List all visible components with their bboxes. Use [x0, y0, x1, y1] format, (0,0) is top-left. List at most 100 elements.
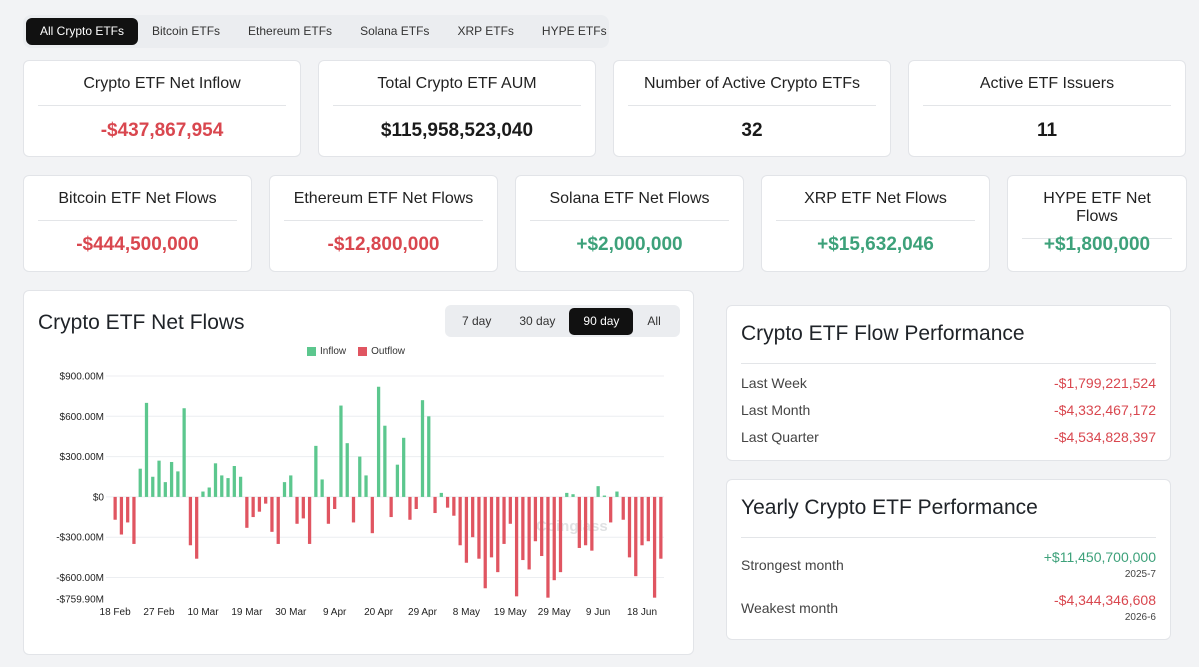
strongest-month-label: Strongest month — [741, 557, 844, 573]
inflow-bar — [339, 405, 343, 497]
xrp-flows-card: XRP ETF Net Flows +$15,632,046 — [761, 175, 990, 272]
legend-outflow[interactable]: Outflow — [358, 346, 405, 357]
outflow-bar — [552, 496, 556, 581]
x-tick-label: 10 Mar — [187, 607, 219, 618]
last-week-label: Last Week — [741, 375, 807, 391]
x-tick-label: 29 May — [538, 607, 571, 618]
hype-flows-value: +$1,800,000 — [1043, 234, 1151, 255]
xrp-flows-value: +$15,632,046 — [817, 234, 934, 255]
weakest-month-label: Weakest month — [741, 600, 839, 616]
legend-inflow-label: Inflow — [320, 346, 347, 357]
inflow-bar — [289, 475, 293, 497]
outflow-bar — [408, 496, 412, 520]
chart-x-axis: 18 Feb 27 Feb 10 Mar 19 Mar 30 Mar 9 Apr 20 Ap… — [100, 607, 657, 618]
outflow-bar — [452, 496, 456, 516]
inflow-bar — [282, 482, 287, 497]
inflow-bar — [207, 487, 211, 497]
net-inflow-card: Crypto ETF Net Inflow -$437,867,954 — [23, 60, 301, 157]
outflow-bar — [471, 496, 475, 538]
active-etfs-card: Number of Active Crypto ETFs 32 — [613, 60, 891, 157]
outflow-bar — [577, 496, 581, 548]
hype-flows-card: HYPE ETF Net Flows +$1,800,000 — [1007, 175, 1187, 272]
outflow-bar — [132, 496, 136, 544]
inflow-bar — [383, 425, 387, 497]
outflow-bar — [251, 496, 255, 518]
legend-outflow-label: Outflow — [371, 346, 406, 357]
inflow-bar — [138, 468, 142, 497]
inflow-bar — [151, 476, 155, 497]
outflow-bar — [326, 496, 331, 524]
inflow-bar — [220, 475, 224, 497]
weakest-month-value: -$4,344,346,608 — [1054, 592, 1156, 608]
outflow-bar — [370, 496, 374, 534]
x-tick-label: 18 Feb — [100, 607, 132, 618]
inflow-bar — [364, 475, 368, 497]
flow-performance-card: Crypto ETF Flow Performance Last Week -$… — [726, 305, 1171, 461]
net-inflow-title: Crypto ETF Net Inflow — [38, 75, 286, 106]
total-aum-card: Total Crypto ETF AUM $115,958,523,040 — [318, 60, 596, 157]
strongest-month-value: +$11,450,700,000 — [1043, 549, 1156, 565]
outflow-bar — [521, 496, 525, 561]
range-all-button[interactable]: All — [647, 313, 661, 328]
outflow-bar — [119, 496, 124, 535]
inflow-bar — [314, 445, 318, 497]
y-tick-label: -$759.90M — [56, 595, 104, 606]
tab-hype-etfs[interactable]: HYPE ETFs — [541, 24, 607, 38]
outflow-bar — [583, 496, 588, 546]
total-aum-value: $115,958,523,040 — [380, 120, 534, 141]
outflow-bar — [609, 496, 613, 523]
inflow-bar — [232, 466, 236, 497]
outflow-bar — [527, 496, 531, 570]
inflow-bar — [358, 456, 362, 497]
range-30-day-button[interactable]: 30 day — [519, 313, 556, 328]
x-tick-label: 9 Apr — [323, 607, 347, 618]
y-tick-label: $600.00M — [60, 412, 104, 423]
inflow-bar — [182, 408, 186, 497]
tab-bitcoin-etfs[interactable]: Bitcoin ETFs — [152, 24, 221, 38]
flow-performance-divider — [741, 363, 1156, 364]
strongest-month-date: 2025-7 — [1124, 569, 1156, 580]
inflow-bar — [602, 495, 607, 497]
inflow-bar — [571, 494, 575, 497]
etf-category-tabs: All Crypto ETFs Bitcoin ETFs Ethereum ET… — [23, 15, 609, 48]
outflow-bar — [270, 496, 274, 532]
outflow-bar — [646, 496, 650, 542]
tab-solana-etfs[interactable]: Solana ETFs — [360, 24, 430, 38]
outflow-bar — [188, 496, 193, 546]
net-flows-bar-chart: $900.00M $600.00M $300.00M $0 -$300.00M -$600… — [56, 372, 664, 618]
inflow-bar — [420, 400, 425, 497]
tab-xrp-etfs[interactable]: XRP ETFs — [457, 24, 514, 38]
outflow-bar — [307, 496, 312, 544]
inflow-bar — [596, 486, 600, 497]
inflow-bar — [157, 460, 161, 497]
tab-all-crypto-etfs[interactable]: All Crypto ETFs — [26, 18, 139, 45]
inflow-bar — [345, 443, 349, 497]
outflow-bar — [590, 496, 594, 551]
solana-flows-title: Solana ETF Net Flows — [530, 190, 729, 221]
total-aum-title: Total Crypto ETF AUM — [333, 75, 581, 106]
xrp-flows-title: XRP ETF Net Flows — [776, 190, 975, 221]
range-90-day-button[interactable]: 90 day — [569, 307, 634, 335]
outflow-bar — [489, 496, 494, 558]
hype-flows-title: HYPE ETF Net Flows — [1022, 190, 1172, 239]
active-etfs-value: 32 — [741, 120, 763, 141]
outflow-bar — [264, 496, 268, 504]
outflow-bar — [333, 496, 337, 509]
y-tick-label: $0 — [93, 492, 105, 503]
outflow-bar — [508, 496, 512, 524]
outflow-bar — [295, 496, 299, 524]
outflow-bar — [351, 496, 356, 523]
tab-ethereum-etfs[interactable]: Ethereum ETFs — [248, 24, 333, 38]
inflow-bar — [169, 461, 174, 497]
active-issuers-card: Active ETF Issuers 11 — [908, 60, 1186, 157]
flow-performance-title: Crypto ETF Flow Performance — [741, 322, 1025, 345]
y-tick-label: -$600.00M — [56, 573, 104, 584]
last-month-label: Last Month — [741, 402, 811, 418]
active-issuers-title: Active ETF Issuers — [923, 75, 1171, 106]
y-tick-label: $300.00M — [60, 452, 104, 463]
range-7-day-button[interactable]: 7 day — [462, 313, 492, 328]
x-tick-label: 27 Feb — [143, 607, 175, 618]
outflow-bar — [301, 496, 305, 519]
legend-inflow[interactable]: Inflow — [307, 346, 346, 357]
outflow-bar — [652, 496, 657, 598]
